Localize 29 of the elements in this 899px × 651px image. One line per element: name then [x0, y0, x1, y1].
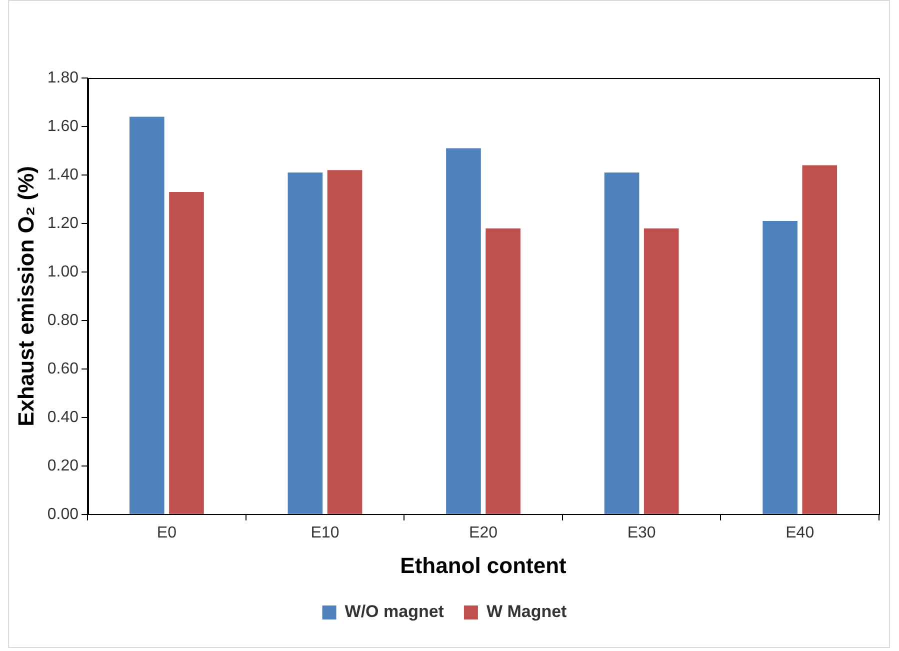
bar [604, 172, 640, 514]
bar [644, 228, 679, 514]
bar [762, 221, 798, 514]
bar [169, 192, 204, 514]
y-tick-label: 1.20 [47, 214, 79, 232]
x-tick-label: E0 [156, 524, 177, 542]
y-tick-label: 0.40 [47, 408, 79, 426]
y-tick-label: 0.60 [47, 360, 79, 378]
bar [486, 228, 520, 514]
bar [288, 172, 323, 514]
legend-label: W Magnet [486, 602, 568, 622]
y-tick-label: 1.80 [47, 69, 79, 86]
bar [802, 165, 838, 514]
x-tick-label: E10 [310, 524, 340, 542]
y-tick-label: 0.80 [47, 312, 79, 329]
y-tick-label: 1.60 [47, 118, 79, 135]
x-tick-label: E30 [627, 524, 656, 542]
y-tick-label: 1.40 [47, 166, 79, 184]
y-tick-label: 1.00 [47, 263, 79, 280]
y-tick-label: 0.20 [47, 457, 79, 474]
legend-label: W/O magnet [344, 602, 444, 622]
bar [446, 148, 481, 514]
x-tick-label: E40 [786, 524, 814, 542]
x-tick-label: E20 [469, 524, 498, 542]
x-axis-title: Ethanol content [400, 552, 568, 578]
bar [129, 116, 164, 514]
y-axis-title: Exhaust emission O₂ (%) [13, 166, 38, 426]
bar [327, 170, 362, 514]
y-tick-label: 0.00 [47, 506, 79, 523]
